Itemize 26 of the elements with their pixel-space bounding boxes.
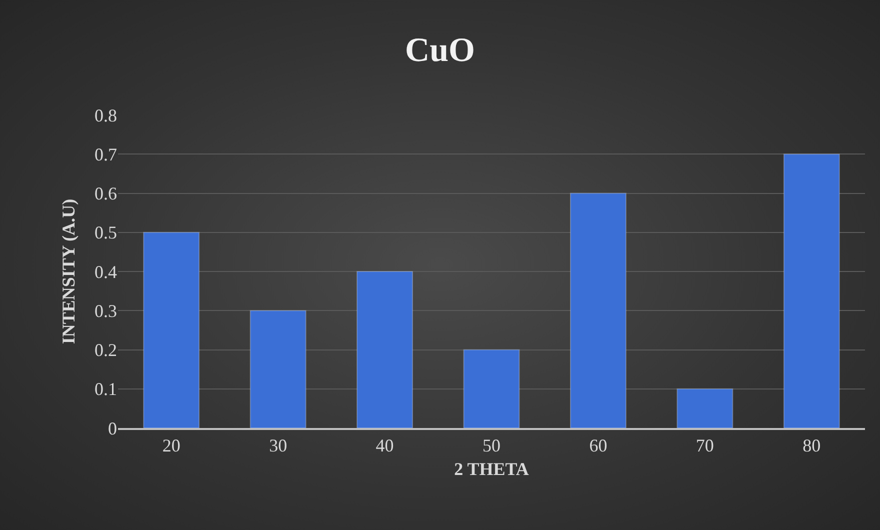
y-tick-label: 0.1	[94, 379, 117, 400]
y-tick-label: 0.2	[94, 340, 117, 360]
x-tick-label: 50	[482, 436, 500, 456]
bar	[676, 388, 734, 428]
y-tick-label: 0.4	[94, 262, 117, 282]
bar	[250, 310, 306, 428]
y-tick-label: 0.6	[94, 184, 117, 204]
bar	[570, 192, 626, 428]
bar	[356, 271, 414, 428]
x-tick-label: 30	[269, 436, 288, 456]
y-tick-label: 0.5	[94, 222, 117, 243]
y-tick-label: 0	[108, 418, 117, 438]
x-tick-label: 70	[696, 436, 714, 456]
x-tick-label: 60	[589, 436, 608, 456]
chart-title: CuO	[405, 32, 475, 69]
x-axis-title: 2 THETA	[454, 459, 529, 480]
y-axis-title: INTENSITY (A.U)	[58, 198, 79, 344]
bar	[463, 349, 520, 428]
x-tick-label: 40	[376, 436, 394, 456]
x-tick-label: 80	[802, 436, 821, 456]
y-tick-label: 0.8	[94, 105, 117, 126]
x-tick-label: 20	[162, 436, 180, 456]
bar	[143, 232, 200, 428]
y-tick-label: 0.7	[94, 144, 117, 164]
bar	[783, 154, 840, 428]
y-tick-label: 0.3	[94, 300, 117, 321]
